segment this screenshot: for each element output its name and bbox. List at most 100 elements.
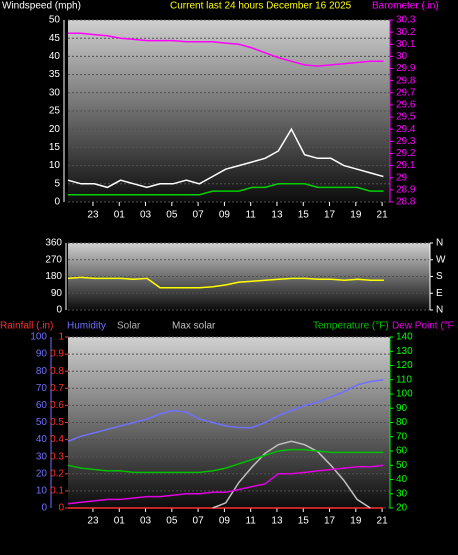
y2-tick-label: 20 [396, 503, 408, 514]
x-tick-label: 17 [324, 210, 336, 221]
legend-entry: Dew Point (°F [392, 321, 454, 332]
y-tick-label: 30 [49, 87, 61, 98]
y-tick-label: 20 [49, 124, 61, 135]
x-tick-label: 15 [298, 210, 310, 221]
x-tick-label: 23 [87, 210, 99, 221]
y2-tick-label: 110 [396, 374, 412, 385]
x-tick-label: 03 [140, 210, 152, 221]
y2-tick-label: W [436, 254, 446, 265]
y2-tick-label: 70 [396, 431, 408, 442]
y-tick-label: 15 [49, 142, 61, 153]
y-tick-label: 100 [30, 332, 47, 343]
y3-tick-label: 0.9 [50, 349, 64, 360]
y2-tick-label: 60 [396, 446, 408, 457]
y-tick-label: 35 [49, 69, 61, 80]
x-tick-label: 21 [377, 516, 389, 527]
x-tick-label: 11 [245, 210, 256, 221]
y2-tick-label: 29.7 [396, 87, 416, 98]
y-tick-label: 180 [45, 271, 62, 282]
y2-tick-label: 29.4 [396, 124, 416, 135]
y2-tick-label: 29.8 [396, 75, 416, 86]
x-tick-label: 15 [298, 516, 310, 527]
y-tick-label: 270 [45, 254, 62, 265]
y2-tick-label: 28.9 [396, 185, 416, 196]
x-tick-label: 05 [166, 210, 178, 221]
y2-tick-label: 29.1 [396, 160, 416, 171]
series-line [212, 440, 371, 509]
y-tick-label: 25 [49, 106, 61, 117]
legend-entry: Max solar [172, 321, 216, 332]
y2-tick-label: 50 [396, 460, 408, 471]
y3-tick-label: 0 [58, 503, 64, 514]
y2-tick-label: 120 [396, 360, 413, 371]
y-axis-label: Windspeed (mph) [2, 1, 81, 12]
chart-title: Current last 24 hours December 16 2025 [170, 1, 352, 12]
series-line [67, 448, 384, 474]
x-tick-label: 19 [350, 210, 362, 221]
y-tick-label: 60 [36, 400, 48, 411]
y3-tick-label: 0.6 [50, 400, 64, 411]
y3-tick-label: 0.4 [50, 434, 64, 445]
y2-tick-label: 140 [396, 332, 413, 343]
y-tick-label: 70 [36, 383, 48, 394]
y2-tick-label: 30.2 [396, 27, 416, 38]
y2-tick-label: 100 [396, 389, 413, 400]
y3-tick-label: 0.3 [50, 451, 64, 462]
x-tick-label: 13 [271, 210, 283, 221]
x-tick-label: 07 [193, 210, 205, 221]
legend-entry: Temperature (°F) [313, 321, 389, 332]
x-tick-label: 01 [114, 516, 126, 527]
y-tick-label: 30 [36, 451, 48, 462]
y-tick-label: 90 [51, 288, 63, 299]
legend-entry: Humidity [67, 321, 106, 332]
series-line [68, 32, 384, 67]
y-tick-label: 0 [54, 197, 60, 208]
legend-entry: Rainfall (.in) [0, 321, 53, 332]
y2-tick-label: E [436, 288, 443, 299]
y2-tick-label: 30 [396, 51, 408, 62]
y3-tick-label: 0.5 [50, 417, 64, 428]
y2-tick-label: 29.6 [396, 100, 416, 111]
y-tick-label: 5 [54, 178, 60, 189]
y2-tick-label: 29 [396, 172, 408, 183]
y2-tick-label: 40 [396, 474, 408, 485]
y2-tick-label: 29.3 [396, 136, 416, 147]
series-line [67, 276, 384, 289]
y-tick-label: 360 [45, 238, 62, 249]
x-tick-label: 23 [87, 516, 99, 527]
x-tick-label: 07 [193, 516, 205, 527]
x-tick-label: 09 [219, 516, 231, 527]
series-line [67, 379, 384, 442]
y-tick-label: 40 [49, 51, 61, 62]
x-tick-label: 03 [140, 516, 152, 527]
y-tick-label: 0 [41, 503, 47, 514]
y2-axis-label: Barometer (.in) [372, 1, 439, 12]
y2-tick-label: 90 [396, 403, 408, 414]
y2-tick-label: 28.8 [396, 197, 416, 208]
y2-tick-label: 29.5 [396, 112, 416, 123]
y2-tick-label: 29.9 [396, 63, 416, 74]
x-tick-label: 19 [350, 516, 362, 527]
x-tick-label: 05 [166, 516, 178, 527]
y-tick-label: 50 [36, 417, 48, 428]
y2-tick-label: 80 [396, 417, 408, 428]
y2-tick-label: 130 [396, 346, 413, 357]
y2-tick-label: S [436, 271, 443, 282]
series-line [67, 127, 384, 189]
x-tick-label: 13 [271, 516, 283, 527]
y-tick-label: 20 [36, 468, 48, 479]
x-tick-label: 09 [219, 210, 231, 221]
y-tick-label: 40 [36, 434, 48, 445]
x-tick-label: 01 [114, 210, 126, 221]
y-tick-label: 10 [36, 486, 48, 497]
y-tick-label: 0 [56, 305, 62, 316]
y-tick-label: 45 [49, 33, 61, 44]
y3-tick-label: 0.8 [50, 366, 64, 377]
y3-tick-label: 0.1 [50, 486, 64, 497]
y2-tick-label: 29.2 [396, 148, 416, 159]
y-tick-label: 50 [49, 15, 61, 26]
x-tick-label: 17 [324, 516, 336, 527]
y2-tick-label: 30.3 [396, 15, 416, 26]
y3-tick-label: 1 [58, 332, 64, 343]
